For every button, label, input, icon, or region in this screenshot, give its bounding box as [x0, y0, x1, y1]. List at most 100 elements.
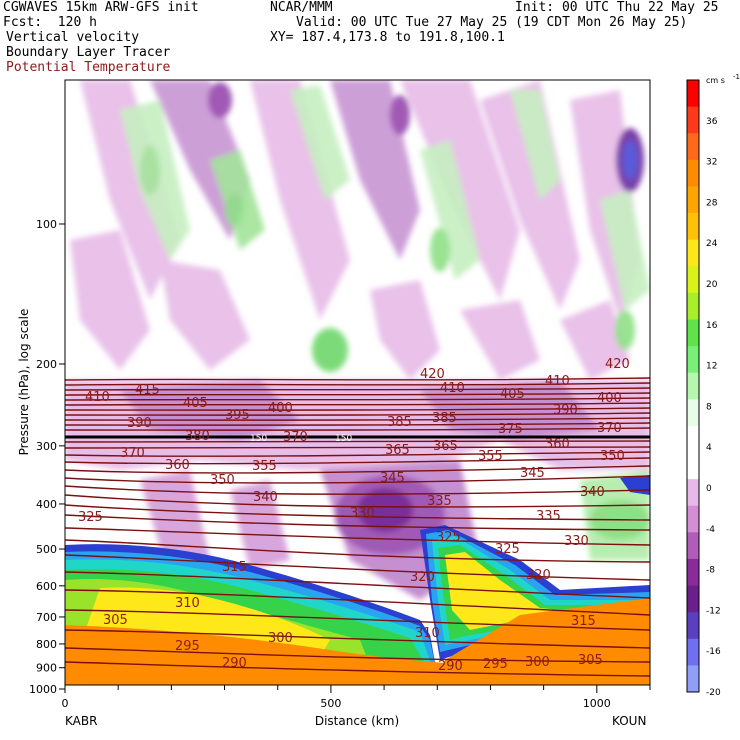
theta-label: 325	[436, 530, 461, 545]
theta-label: 355	[252, 459, 277, 474]
colorbar-swatch	[687, 106, 699, 134]
theta-label: 330	[564, 534, 589, 549]
theta-label: 315	[222, 560, 247, 575]
colorbar-tick-label: 8	[706, 402, 712, 412]
theta-label: 320	[410, 570, 435, 585]
theta-label: 290	[222, 656, 247, 671]
colorbar-swatch	[687, 319, 699, 347]
colorbar-tick-label: -16	[706, 647, 721, 657]
plot-area: 420 420 415 410 410 410 405 405 400 400 …	[65, 80, 650, 685]
colorbar-swatch	[687, 399, 699, 427]
y-tick-label: 100	[36, 218, 57, 231]
theta-label: 380	[185, 429, 210, 444]
theta-label: 350	[600, 449, 625, 464]
y-tick-label: 600	[36, 580, 57, 593]
theta-label: 405	[500, 387, 525, 402]
theta-labels: 420 420 415 410 410 410 405 405 400 400 …	[78, 357, 630, 674]
theta-label: 345	[380, 471, 405, 486]
y-axis-label: Pressure (hPa), log scale	[17, 309, 31, 456]
field-potential-temperature: Potential Temperature	[6, 60, 171, 75]
theta-label: 310	[175, 596, 200, 611]
init-time: Init: 00 UTC Thu 22 May 25	[515, 0, 719, 15]
boundary-layer-tracer	[65, 475, 650, 685]
theta-label: 290	[438, 659, 463, 674]
theta-label: 305	[103, 613, 128, 628]
x-tick-label: 1000	[583, 697, 611, 710]
colorbar-tick-label: 0	[706, 484, 712, 494]
colorbar-tick-label: 32	[706, 158, 717, 168]
colorbar-swatch	[687, 612, 699, 640]
theta-label: 340	[580, 485, 605, 500]
theta-label: 410	[85, 390, 110, 405]
colorbar-swatch	[687, 80, 699, 108]
theta-label: 150	[250, 434, 267, 444]
colorbar-tick-label: -20	[706, 688, 721, 698]
x-tick-label: 0	[62, 697, 69, 710]
colorbar: cm s -1 36 32 28 24 20 16 12 8 4 0 -4 -8 -12 -16 -20	[686, 73, 740, 698]
colorbar-swatch	[687, 425, 699, 454]
theta-label: 400	[268, 401, 293, 416]
colorbar-tick-label: 12	[706, 362, 717, 372]
valid-time: Valid: 00 UTC Tue 27 May 25 (19 CDT Mon …	[296, 15, 688, 30]
colorbar-swatch	[687, 452, 699, 480]
theta-label: 365	[385, 443, 410, 458]
vertical-velocity-field-upper	[70, 80, 650, 380]
y-tick-label: 700	[36, 611, 57, 624]
theta-label: 365	[433, 439, 458, 454]
theta-label: 300	[268, 631, 293, 646]
theta-label: 410	[545, 374, 570, 389]
theta-label: 420	[420, 367, 445, 382]
theta-label: 385	[387, 415, 412, 430]
colorbar-swatch	[687, 585, 699, 613]
colorbar-unit-exp: -1	[733, 73, 740, 81]
theta-label: 330	[350, 506, 375, 521]
theta-label: 370	[120, 446, 145, 461]
theta-label: 355	[478, 449, 503, 464]
theta-label: 310	[415, 626, 440, 641]
colorbar-swatch	[687, 213, 699, 241]
theta-label: 360	[545, 437, 570, 452]
y-tick-label: 800	[36, 638, 57, 651]
colorbar-tick-label: 4	[706, 443, 712, 453]
colorbar-tick-label: -4	[706, 525, 715, 535]
colorbar-swatch	[687, 372, 699, 400]
theta-label: 300	[525, 655, 550, 670]
theta-label: 350	[210, 473, 235, 488]
x-left-station: KABR	[65, 714, 97, 728]
field-boundary-layer-tracer: Boundary Layer Tracer	[6, 45, 171, 60]
theta-label: 390	[553, 403, 578, 418]
colorbar-swatch	[687, 505, 699, 533]
theta-label: 400	[597, 391, 622, 406]
theta-label: 405	[183, 396, 208, 411]
colorbar-swatch	[687, 558, 699, 587]
x-right-station: KOUN	[612, 714, 646, 728]
theta-label: 320	[526, 568, 551, 583]
colorbar-tick-label: 16	[706, 321, 718, 331]
organization-label: NCAR/MMM	[270, 0, 333, 15]
axis-tick-labels: 100 200 300 400 500 600 700 800 900 1000 0 500 1000	[29, 218, 611, 710]
theta-label: 390	[127, 416, 152, 431]
plot-frame	[64, 79, 651, 686]
theta-label: 150	[335, 434, 352, 444]
colorbar-unit: cm s	[706, 76, 725, 85]
theta-label: 325	[78, 510, 103, 525]
theta-label: 295	[483, 657, 508, 672]
theta-label: 370	[283, 430, 308, 445]
theta-label: 410	[440, 381, 465, 396]
theta-label: 370	[597, 421, 622, 436]
model-title: CGWAVES 15km ARW-GFS init	[3, 0, 199, 15]
colorbar-frame	[686, 79, 700, 693]
theta-label: 295	[175, 639, 200, 654]
colorbar-tick-label: -12	[706, 606, 721, 616]
colorbar-swatch	[687, 532, 699, 560]
theta-label: 335	[536, 509, 561, 524]
colorbar-swatch	[687, 159, 699, 187]
theta-label: 395	[225, 408, 250, 423]
x-axis-label: Distance (km)	[315, 714, 399, 728]
colorbar-tick-label: 28	[706, 198, 718, 208]
theta-label: 360	[165, 458, 190, 473]
colorbar-swatch	[687, 292, 699, 320]
y-tick-label: 900	[36, 662, 57, 675]
theta-label: 385	[432, 411, 457, 426]
